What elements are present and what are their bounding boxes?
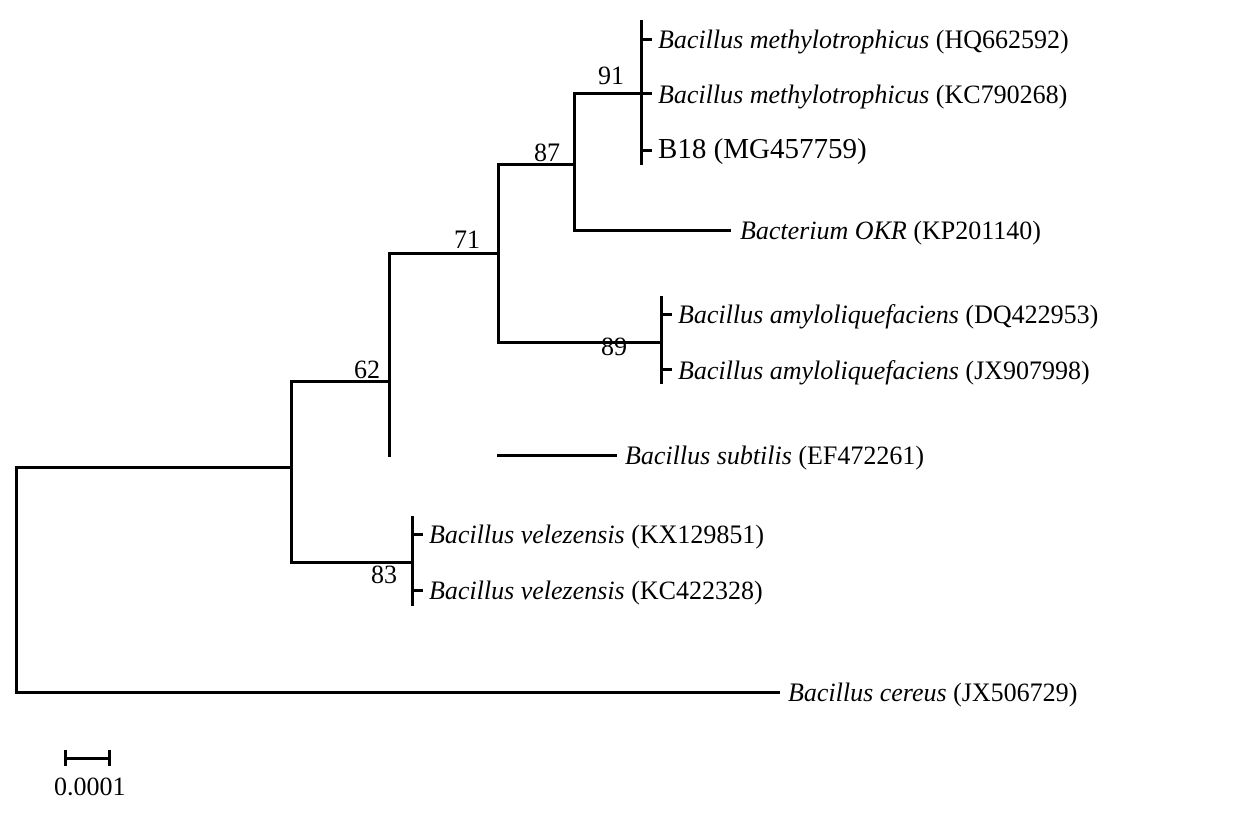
species-name: Bacillus cereus: [788, 678, 947, 707]
taxon-label: Bacillus amyloliquefaciens (DQ422953): [678, 300, 1098, 330]
species-name: Bacillus velezensis: [429, 520, 625, 549]
accession-number: (EF472261): [798, 441, 924, 470]
taxon-label: Bacillus methylotrophicus (KC790268): [658, 80, 1067, 110]
taxon-label: Bacillus methylotrophicus (HQ662592): [658, 25, 1069, 55]
accession-number: (JX506729): [953, 678, 1077, 707]
bootstrap-value: 71: [454, 225, 480, 255]
branch-line: [290, 380, 293, 564]
scale-tick: [108, 750, 111, 766]
phylogenetic-tree: Bacillus methylotrophicus (HQ662592) Bac…: [0, 0, 1240, 831]
bootstrap-value: 91: [598, 61, 624, 91]
branch-line: [388, 252, 498, 255]
scale-label: 0.0001: [54, 772, 126, 802]
bootstrap-value: 89: [601, 332, 627, 362]
bootstrap-value: 62: [354, 355, 380, 385]
species-name: Bacterium OKR: [740, 216, 907, 245]
branch-line: [660, 296, 663, 384]
taxon-label: Bacillus amyloliquefaciens (JX907998): [678, 356, 1090, 386]
taxon-label: Bacillus subtilis (EF472261): [625, 441, 924, 471]
taxon-label: B18 (MG457759): [658, 133, 867, 166]
branch-line: [497, 341, 662, 344]
branch-line: [411, 516, 414, 606]
accession-number: (DQ422953): [965, 300, 1098, 329]
branch-line: [573, 92, 576, 232]
species-name: Bacillus methylotrophicus: [658, 80, 929, 109]
scale-line: [64, 757, 111, 760]
species-name: Bacillus amyloliquefaciens: [678, 356, 959, 385]
taxon-label: Bacillus velezensis (KX129851): [429, 520, 764, 550]
species-name: B18: [658, 133, 706, 165]
branch-line: [640, 20, 643, 165]
branch-line: [573, 229, 731, 232]
species-name: Bacillus methylotrophicus: [658, 25, 929, 54]
branch-line: [573, 92, 641, 95]
accession-number: (HQ662592): [936, 25, 1069, 54]
taxon-label: Bacterium OKR (KP201140): [740, 216, 1041, 246]
taxon-label: Bacillus cereus (JX506729): [788, 678, 1077, 708]
species-name: Bacillus velezensis: [429, 576, 625, 605]
species-name: Bacillus amyloliquefaciens: [678, 300, 959, 329]
accession-number: (KP201140): [913, 216, 1041, 245]
branch-line: [15, 691, 780, 694]
branch-line: [15, 466, 18, 694]
accession-number: (MG457759): [714, 133, 867, 165]
accession-number: (KX129851): [631, 520, 764, 549]
bootstrap-value: 83: [371, 560, 397, 590]
accession-number: (JX907998): [965, 356, 1089, 385]
bootstrap-value: 87: [534, 138, 560, 168]
branch-line: [497, 454, 617, 457]
taxon-label: Bacillus velezensis (KC422328): [429, 576, 763, 606]
branch-line: [497, 163, 500, 344]
branch-line: [388, 252, 391, 457]
accession-number: (KC790268): [936, 80, 1067, 109]
accession-number: (KC422328): [631, 576, 762, 605]
species-name: Bacillus subtilis: [625, 441, 792, 470]
branch-line: [15, 466, 291, 469]
